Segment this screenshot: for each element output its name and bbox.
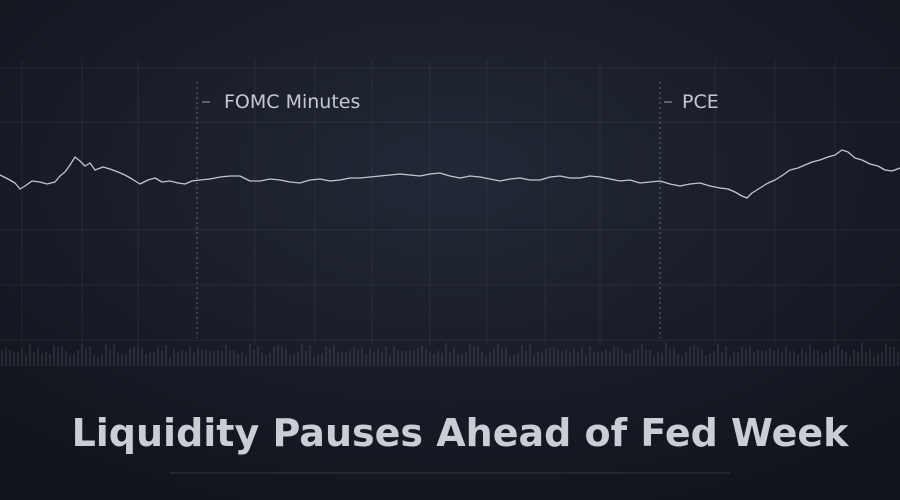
headline: Liquidity Pauses Ahead of Fed Week [72, 411, 850, 455]
annotation: FOMC Minutes [224, 91, 360, 113]
annotation: PCE [682, 91, 719, 113]
grid [0, 60, 900, 345]
volume-bars [1, 342, 899, 366]
price-line [0, 149, 900, 199]
